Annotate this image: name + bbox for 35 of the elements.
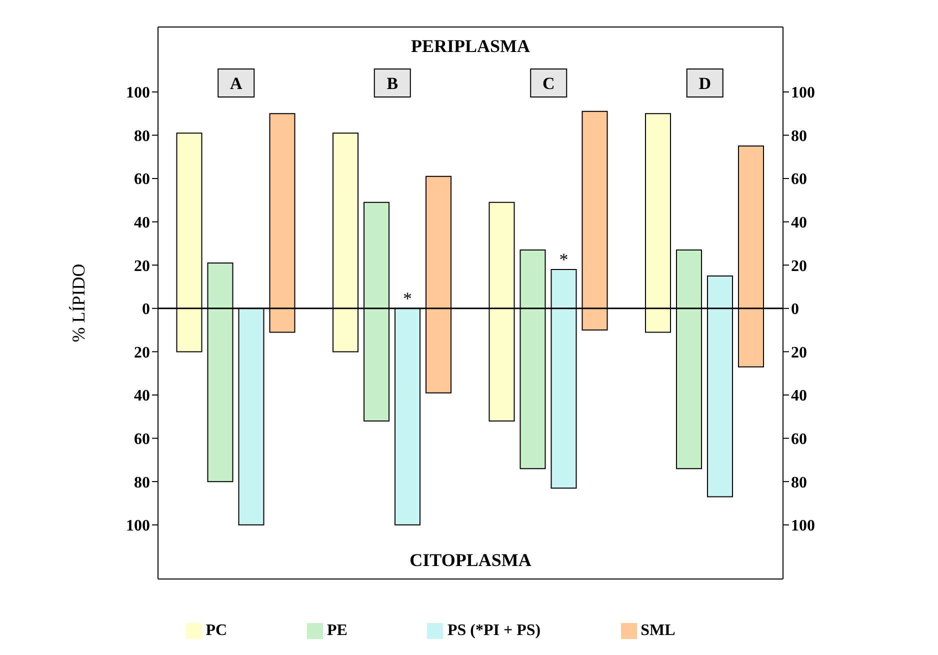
y2-tick-label: 80 xyxy=(791,128,807,145)
y2-tick-label: 20 xyxy=(791,344,807,362)
annotation: CITOPLASMA xyxy=(408,550,532,571)
x-tick-label: A xyxy=(230,74,243,93)
legend-label: PE xyxy=(327,622,348,639)
y-tick-label: 0 xyxy=(142,301,150,318)
y2-tick-label: 100 xyxy=(791,518,815,535)
y2-tick-label: 40 xyxy=(791,388,807,405)
y2-tick-label: 60 xyxy=(791,171,807,188)
y-tick-label: 20 xyxy=(134,258,150,275)
annotation: * xyxy=(403,288,412,308)
y-tick-label: 60 xyxy=(134,171,150,188)
y-tick-label: 100 xyxy=(126,84,150,102)
y2-tick-label: 60 xyxy=(791,430,807,448)
x-tick-label: D xyxy=(698,74,712,93)
legend-label: SML xyxy=(640,622,676,639)
y-tick-label: 60 xyxy=(134,430,150,448)
y2-tick-label: 100 xyxy=(791,84,815,102)
x-tick-label: B xyxy=(386,74,398,93)
y2-tick-label: 20 xyxy=(791,258,807,275)
y-tick-label: 80 xyxy=(134,128,150,145)
y-tick-label: 80 xyxy=(134,474,150,492)
annotation: PERIPLASMA xyxy=(410,36,531,57)
x-tick-label: C xyxy=(542,74,555,93)
legend-label: PC xyxy=(206,622,228,639)
y2-tick-label: 40 xyxy=(791,214,807,232)
legend-label: PS (*PI + PS) xyxy=(447,622,541,639)
y-tick-label: 40 xyxy=(134,214,150,232)
y-tick-label: 100 xyxy=(126,518,150,535)
y-axis-title: % LÍPIDO xyxy=(68,264,88,342)
y-tick-label: 40 xyxy=(134,388,150,405)
y2-tick-label: 0 xyxy=(791,301,799,318)
y-tick-label: 20 xyxy=(134,344,150,362)
annotation: * xyxy=(559,249,568,270)
y2-tick-label: 80 xyxy=(791,474,807,492)
